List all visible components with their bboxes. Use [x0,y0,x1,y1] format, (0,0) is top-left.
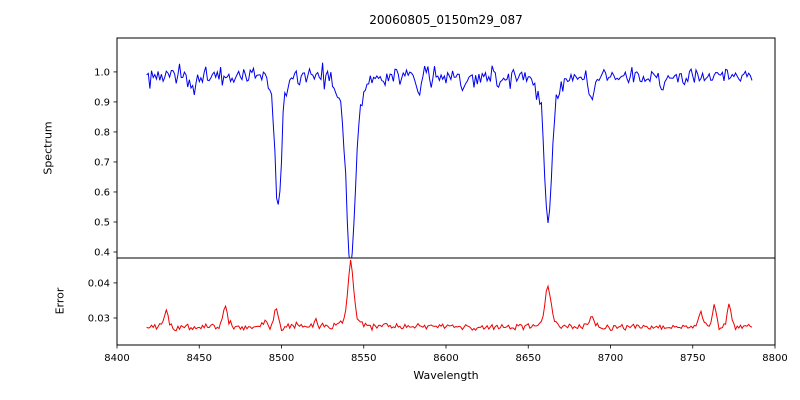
chart-title: 20060805_0150m29_087 [369,13,523,27]
spectrum-y-tick-label: 0.9 [94,97,110,108]
spectrum-y-tick-label: 1.0 [94,67,110,78]
error-y-tick-label: 0.03 [88,313,110,324]
spectrum-y-tick-label: 0.7 [94,157,110,168]
x-tick-label: 8650 [516,353,541,364]
x-tick-label: 8400 [104,353,129,364]
spectrum-flux-line [146,62,753,258]
spectrum-y-tick-label: 0.5 [94,217,110,228]
spectrum-y-tick-label: 0.8 [94,127,110,138]
x-tick-label: 8800 [762,353,787,364]
error-values-line [146,259,753,332]
x-axis: 8400 8450 8500 8550 8600 8650 8700 8750 8800 [104,345,788,364]
spectrum-frame [116,37,776,259]
x-axis-label: Wavelength [413,369,479,382]
spectrum-y-tick-label: 0.6 [94,187,110,198]
x-tick-label: 8550 [351,353,376,364]
error-panel: 0.03 0.04 [88,257,776,346]
x-tick-label: 8700 [598,353,623,364]
x-tick-label: 8750 [680,353,705,364]
x-tick-label: 8500 [269,353,294,364]
error-frame [116,257,776,346]
error-y-tick-label: 0.04 [88,278,110,289]
x-tick-label: 8450 [187,353,212,364]
spectrum-y-tick-label: 0.4 [94,247,110,258]
x-tick-label: 8600 [433,353,458,364]
spectrum-panel: 0.4 0.5 0.6 0.7 0.8 0.9 1.0 [94,37,776,259]
